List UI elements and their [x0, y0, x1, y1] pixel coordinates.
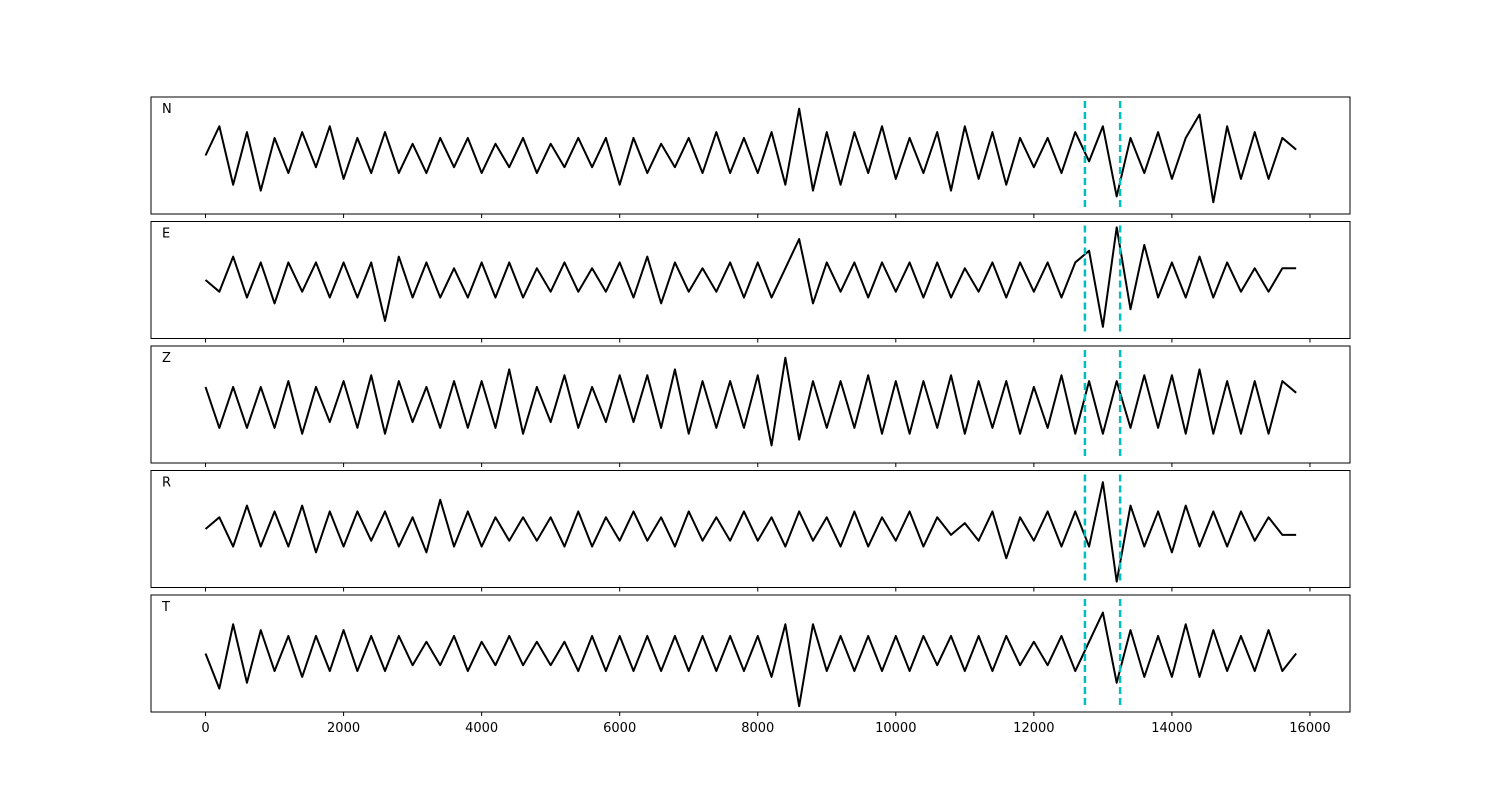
- panel-frame: [150, 221, 1351, 339]
- x-tick-label: 8000: [741, 721, 774, 736]
- panel-label: E: [162, 227, 170, 242]
- panel-frame: [150, 594, 1351, 713]
- x-tick-label: 16000: [1289, 721, 1330, 736]
- x-tick-label: 4000: [465, 721, 498, 736]
- x-tick-label: 6000: [603, 721, 636, 736]
- x-tick-label: 2000: [327, 721, 360, 736]
- trace: [204, 107, 1297, 204]
- trace: [204, 611, 1297, 708]
- panel-label: N: [162, 102, 172, 117]
- panel-frame: [150, 345, 1351, 464]
- trace: [204, 226, 1297, 328]
- panel-frame: [150, 96, 1351, 215]
- x-tick-label: 12000: [1013, 721, 1054, 736]
- x-tick-label: 0: [201, 721, 209, 736]
- panel: [151, 470, 1350, 588]
- x-tick-label: 14000: [1151, 721, 1192, 736]
- trace: [204, 481, 1297, 583]
- panel-frame: [150, 470, 1351, 588]
- x-tick-label: 10000: [875, 721, 916, 736]
- panel-label: R: [162, 476, 171, 491]
- panel-label: Z: [162, 351, 171, 366]
- panel-label: T: [161, 600, 170, 615]
- trace: [204, 356, 1297, 447]
